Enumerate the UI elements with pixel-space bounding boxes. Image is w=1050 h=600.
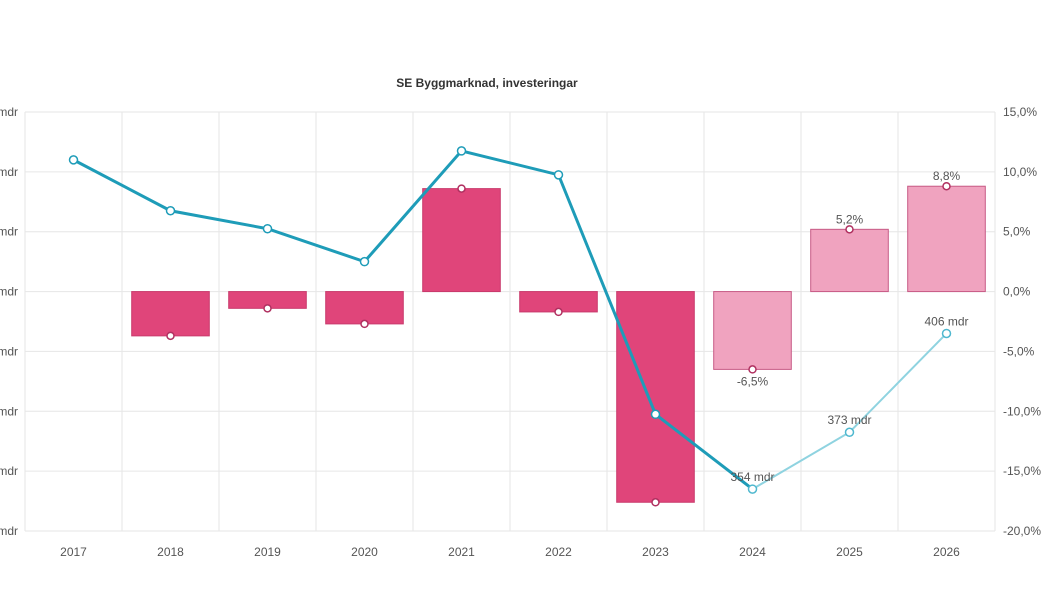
bar-marker xyxy=(457,184,466,193)
x-tick-label: 2021 xyxy=(448,545,475,559)
x-tick-label: 2022 xyxy=(545,545,572,559)
bar-2020 xyxy=(325,291,404,325)
bar-marker xyxy=(554,307,563,317)
line-marker-2021 xyxy=(456,146,467,156)
line-data-label: 373 mdr xyxy=(827,413,871,427)
bar-marker xyxy=(263,304,272,313)
bar-2023 xyxy=(616,291,695,503)
chart-title: SE Byggmarknad, investeringar xyxy=(396,76,578,90)
x-tick-label: 2023 xyxy=(642,545,669,559)
data-labels: -6,5% 5,2% 8,8% 354 mdr 373 mdr 406 mdr xyxy=(166,169,969,507)
bar-marker xyxy=(166,331,175,341)
x-tick-label: 2025 xyxy=(836,545,863,559)
bar-marker xyxy=(651,498,660,507)
bar-2025 xyxy=(810,228,889,293)
line-series xyxy=(68,146,952,494)
bar-2021 xyxy=(422,188,501,293)
bar-marker xyxy=(942,181,951,191)
bar-marker xyxy=(360,319,369,329)
right-tick-label: 15,0% xyxy=(1003,105,1037,119)
left-tick-label: 360 mdr xyxy=(0,464,18,478)
line-marker-2019 xyxy=(262,223,273,234)
x-tick-label: 2017 xyxy=(60,545,87,559)
grid xyxy=(24,111,996,532)
line-actual xyxy=(72,149,754,491)
line-marker-2026 xyxy=(941,328,952,339)
left-tick-label: 420 mdr xyxy=(0,285,18,299)
right-tick-label: -10,0% xyxy=(1003,404,1041,418)
right-tick-label: -20,0% xyxy=(1003,524,1041,538)
x-tick-label: 2020 xyxy=(351,545,378,559)
left-tick-label: 400 mdr xyxy=(0,344,18,358)
x-tick-label: 2026 xyxy=(933,545,960,559)
bar-2024 xyxy=(713,291,792,370)
bar-2018 xyxy=(131,291,210,337)
bar-data-label: 8,8% xyxy=(933,169,961,183)
bar-marker xyxy=(845,225,854,234)
line-marker-2024 xyxy=(747,484,758,494)
line-marker-2023 xyxy=(650,409,661,420)
x-tick-label: 2018 xyxy=(157,545,184,559)
x-tick-label: 2019 xyxy=(254,545,281,559)
bar-data-label: 5,2% xyxy=(836,212,864,226)
line-marker-2025 xyxy=(844,427,855,437)
left-tick-label: 340 mdr xyxy=(0,524,18,538)
line-marker-2022 xyxy=(553,170,564,180)
right-tick-label: 0,0% xyxy=(1003,285,1031,299)
line-marker-2017 xyxy=(68,155,79,165)
left-tick-label: 460 mdr xyxy=(0,165,18,179)
bars xyxy=(131,185,986,503)
x-tick-label: 2024 xyxy=(739,545,766,559)
line-marker-2018 xyxy=(165,206,176,216)
bar-marker xyxy=(748,365,757,374)
right-tick-label: 10,0% xyxy=(1003,165,1037,179)
left-tick-label: 480 mdr xyxy=(0,105,18,119)
bar-data-label: -6,5% xyxy=(737,374,769,388)
right-tick-label: -5,0% xyxy=(1003,344,1035,358)
line-data-label: 354 mdr xyxy=(730,470,774,484)
line-marker-2020 xyxy=(359,256,370,267)
left-tick-label: 440 mdr xyxy=(0,225,18,239)
right-tick-label: -15,0% xyxy=(1003,464,1041,478)
axes: 15,0% 480 mdr 10,0% 460 mdr 5,0% 440 mdr 0,0% 4… xyxy=(0,105,1041,559)
left-tick-label: 380 mdr xyxy=(0,404,18,418)
right-tick-label: 5,0% xyxy=(1003,225,1031,239)
bar-2026 xyxy=(907,185,986,293)
line-data-label: 406 mdr xyxy=(924,314,968,328)
